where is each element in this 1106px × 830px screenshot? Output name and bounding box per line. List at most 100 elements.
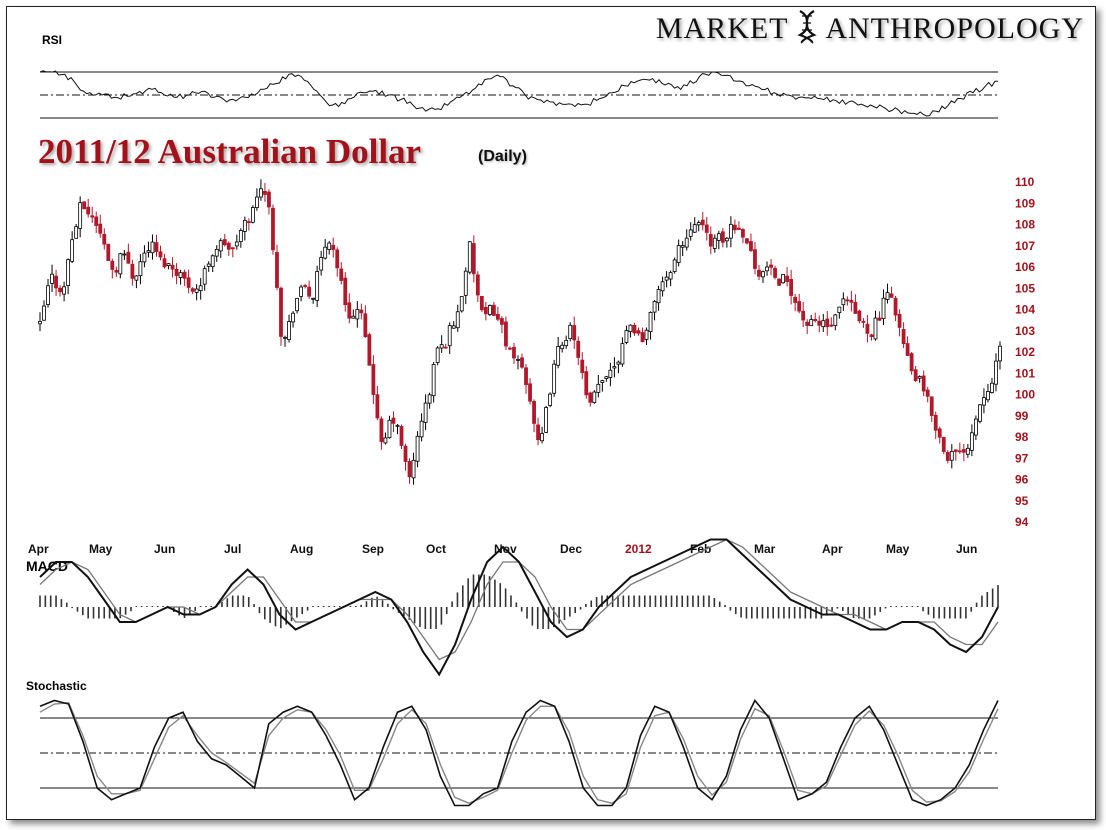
y-tick-label: 104 [1015,303,1035,317]
candle-body [118,253,123,275]
candle-body [696,222,701,226]
candle-body [833,314,838,326]
rsi-label: RSI [42,33,63,47]
candle-body [909,353,914,372]
candle-body [62,286,67,295]
candle-body [471,243,476,275]
candle-body [889,293,894,298]
candle-body [78,202,83,229]
stochastic-label: Stochastic [26,679,87,693]
candle-body [536,424,540,440]
candle-body [443,346,448,349]
candle-body [383,437,388,444]
candle-body [741,229,745,238]
candle-body [845,299,850,302]
candle-body [214,248,219,257]
candle-body [263,191,267,195]
candle-body [234,241,239,247]
candle-body [451,325,456,329]
candle-body [42,305,46,321]
candle-body [544,407,549,433]
y-tick-label: 105 [1015,281,1035,295]
candle-body [982,397,986,406]
candle-body [259,188,263,198]
candle-body [961,449,966,453]
candle-body [387,419,392,439]
candle-body [512,346,516,359]
candle-body [250,207,255,223]
candle-body [279,287,283,337]
candle-body [70,239,75,262]
candle-body [347,302,352,319]
candle-body [367,334,372,366]
candle-body [929,396,934,416]
candle-body [74,226,79,239]
candle-body [624,330,629,343]
candle-body [419,420,424,438]
candle-body [283,336,287,339]
candle-body [126,251,131,264]
x-tick-label: Oct [426,542,446,556]
candle-body [307,286,312,297]
candle-body [753,249,757,269]
candle-body [255,196,259,209]
candle-body [50,273,54,284]
candle-body [825,318,830,328]
candle-body [82,201,87,210]
dna-helix-icon [797,10,818,44]
candle-body [877,317,882,321]
candle-body [439,344,444,349]
candle-body [813,318,818,322]
candle-body [957,450,962,453]
candle-body [821,320,826,328]
candle-body [178,272,183,278]
candle-body [945,452,950,461]
candle-body [793,296,798,303]
macd-signal-line [39,538,999,661]
candle-body [688,229,693,237]
x-tick-label: Apr [28,542,49,556]
candle-body [38,320,42,325]
candle-body [182,271,187,279]
candle-body [933,414,938,431]
x-tick-label: Jun [956,542,977,556]
candle-body [58,287,62,293]
chart-title: 2011/12 Australian Dollar [38,132,422,171]
x-tick-label: May [89,542,113,556]
candle-body [411,459,416,479]
y-tick-label: 101 [1015,366,1035,380]
candle-body [692,224,697,233]
candle-body [668,272,673,280]
candle-body [142,252,147,263]
candle-body [781,273,785,284]
y-tick-label: 108 [1015,218,1035,232]
candle-body [335,249,340,269]
candle-body [684,237,689,248]
candle-body [592,391,597,403]
candle-body [644,329,649,340]
candle-body [291,312,295,323]
candle-body [146,250,151,253]
candle-body [672,259,677,272]
candle-body [789,279,794,296]
candle-body [652,301,657,313]
candle-body [238,230,243,242]
candle-body [548,393,553,406]
candle-body [913,369,918,382]
candle-body [901,329,906,345]
candle-body [315,271,320,301]
candle-body [969,432,974,451]
x-tick-label: Sep [362,542,384,556]
candle-body [355,308,360,320]
x-tick-label: May [886,542,910,556]
candle-body [491,304,496,316]
candle-body [584,371,589,396]
candle-body [158,251,163,258]
candle-body [186,277,191,288]
candle-body [46,285,50,305]
y-tick-label: 109 [1015,196,1035,210]
candle-body [965,447,970,455]
candle-body [407,461,412,478]
candle-body [700,219,705,226]
